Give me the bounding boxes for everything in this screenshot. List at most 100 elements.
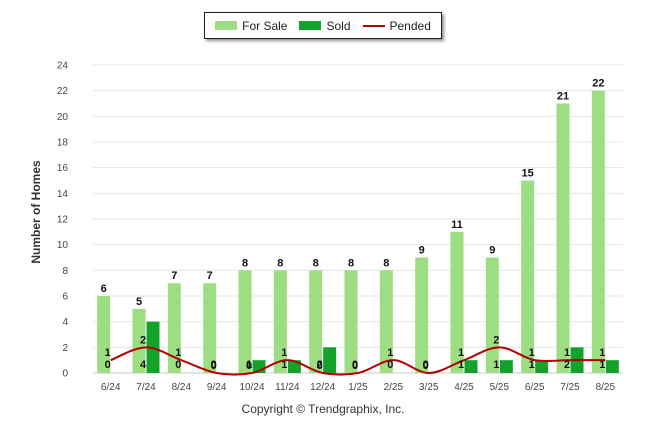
y-tick-label: 24 xyxy=(57,61,69,72)
data-label-pended: 1 xyxy=(599,347,605,359)
y-axis-label: Number of Homes xyxy=(29,160,43,264)
data-label-for-sale: 8 xyxy=(383,257,389,269)
data-label-sold: 2 xyxy=(564,359,570,371)
y-tick-label: 22 xyxy=(57,86,69,97)
bar-sold xyxy=(323,347,337,373)
pended-swatch xyxy=(362,24,385,27)
data-label-sold: 1 xyxy=(599,359,605,371)
data-label-sold: 0 xyxy=(211,359,217,371)
y-tick-label: 0 xyxy=(62,369,68,380)
x-tick-label: 2/25 xyxy=(384,382,404,393)
sold-swatch xyxy=(299,21,322,30)
y-tick-label: 10 xyxy=(57,240,69,251)
bar-sold xyxy=(605,360,619,373)
data-label-for-sale: 22 xyxy=(592,78,604,90)
legend-label-sold: Sold xyxy=(326,18,351,33)
data-label-pended: 0 xyxy=(246,360,252,372)
bar-for-sale xyxy=(379,270,393,373)
data-label-sold: 0 xyxy=(387,359,393,371)
data-label-for-sale: 9 xyxy=(489,245,495,257)
y-tick-label: 8 xyxy=(62,266,68,277)
data-label-pended: 1 xyxy=(281,347,287,359)
data-label-pended: 1 xyxy=(458,347,464,359)
data-label-for-sale: 5 xyxy=(136,296,142,308)
bar-for-sale xyxy=(591,90,605,374)
bar-for-sale xyxy=(238,270,252,373)
for-sale-swatch xyxy=(215,21,238,30)
x-tick-label: 4/25 xyxy=(454,382,474,393)
x-tick-label: 12/24 xyxy=(310,382,335,393)
pended-line xyxy=(110,346,606,376)
bars xyxy=(97,90,619,374)
y-tick-label: 14 xyxy=(57,189,69,200)
bar-for-sale xyxy=(167,283,181,373)
data-label-pended: 2 xyxy=(493,334,499,346)
data-label-pended: 1 xyxy=(175,347,181,359)
y-tick-label: 20 xyxy=(57,112,69,123)
data-label-for-sale: 8 xyxy=(277,257,283,269)
data-label-for-sale: 21 xyxy=(557,91,569,103)
legend: For Sale Sold Pended xyxy=(204,12,442,39)
legend-label-for-sale: For Sale xyxy=(242,18,288,33)
data-label-sold: 1 xyxy=(493,359,499,371)
x-tick-label: 5/25 xyxy=(490,382,510,393)
bar-for-sale xyxy=(309,270,323,373)
bar-for-sale xyxy=(273,270,287,373)
x-tick-label: 3/25 xyxy=(419,382,439,393)
x-tick-label: 1/25 xyxy=(348,382,368,393)
data-label-sold: 1 xyxy=(458,359,464,371)
data-label-pended: 1 xyxy=(387,347,393,359)
legend-item-for-sale[interactable]: For Sale xyxy=(215,19,287,33)
y-tick-label: 12 xyxy=(57,215,69,226)
x-tick-label: 11/24 xyxy=(275,382,300,393)
data-label-for-sale: 11 xyxy=(451,219,463,231)
data-label-sold: 0 xyxy=(423,359,429,371)
data-label-pended: 0 xyxy=(211,360,217,372)
data-label-pended: 1 xyxy=(529,347,535,359)
y-tick-label: 6 xyxy=(62,292,68,303)
y-tick-label: 4 xyxy=(62,317,68,328)
pended-line-path xyxy=(110,346,606,376)
y-tick-label: 2 xyxy=(62,343,68,354)
data-label-for-sale: 7 xyxy=(207,270,213,282)
data-label-sold: 0 xyxy=(105,359,111,371)
x-tick-label: 8/25 xyxy=(596,382,616,393)
data-label-for-sale: 6 xyxy=(101,283,107,295)
legend-label-pended: Pended xyxy=(389,18,431,33)
data-label-for-sale: 9 xyxy=(419,245,425,257)
x-tick-label: 8/24 xyxy=(172,382,192,393)
x-tick-label: 7/24 xyxy=(136,382,156,393)
data-label-pended: 1 xyxy=(564,347,570,359)
bar-sold xyxy=(535,360,549,373)
x-tick-label: 10/24 xyxy=(239,382,264,393)
data-label-for-sale: 15 xyxy=(522,168,534,180)
data-label-sold: 1 xyxy=(529,359,535,371)
bar-for-sale xyxy=(450,231,464,373)
data-label-sold: 2 xyxy=(317,359,323,371)
x-tick-label: 6/25 xyxy=(525,382,545,393)
data-label-for-sale: 7 xyxy=(171,270,177,282)
copyright-text: Copyright © Trendgraphix, Inc. xyxy=(241,402,405,416)
data-label-sold: 0 xyxy=(352,359,358,371)
y-tick-label: 18 xyxy=(57,138,69,149)
x-tick-label: 9/24 xyxy=(207,382,227,393)
bar-sold xyxy=(146,321,160,373)
data-label-pended: 0 xyxy=(423,360,429,372)
bar-for-sale xyxy=(97,296,111,373)
y-tick-label: 16 xyxy=(57,163,69,174)
data-label-pended: 0 xyxy=(317,360,323,372)
data-label-sold: 1 xyxy=(281,359,287,371)
bar-for-sale xyxy=(132,308,146,373)
data-label-pended: 0 xyxy=(352,360,358,372)
data-label-pended: 2 xyxy=(140,334,146,346)
bar-for-sale xyxy=(344,270,358,373)
data-labels: 6015427017008108118208008019001111912151… xyxy=(101,78,606,372)
x-axis-ticks: 6/24 7/24 8/24 9/24 10/24 11/24 12/24 1/25 2/25 3… xyxy=(101,382,616,393)
legend-item-pended[interactable]: Pended xyxy=(362,18,431,33)
bar-for-sale xyxy=(556,103,570,373)
data-label-sold: 4 xyxy=(140,359,147,371)
grid-lines xyxy=(93,64,623,374)
data-label-for-sale: 8 xyxy=(348,257,354,269)
legend-item-sold[interactable]: Sold xyxy=(299,18,351,33)
